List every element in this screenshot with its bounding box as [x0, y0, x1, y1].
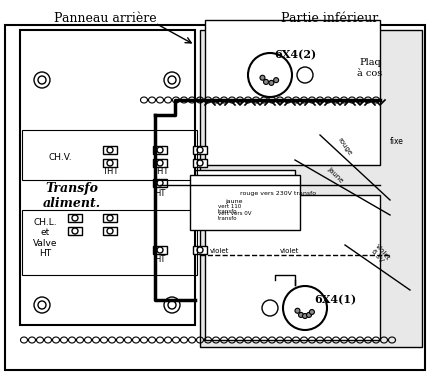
Circle shape	[197, 160, 203, 166]
Circle shape	[269, 80, 274, 86]
Text: CH.V.: CH.V.	[48, 153, 72, 162]
Circle shape	[306, 312, 311, 317]
Bar	[103, 159, 117, 167]
Circle shape	[107, 160, 113, 166]
Bar	[193, 159, 207, 167]
Bar	[22, 130, 197, 180]
Text: Transfo
aliment.: Transfo aliment.	[43, 182, 101, 210]
Circle shape	[34, 72, 50, 88]
Text: 6X4(1): 6X4(1)	[314, 294, 356, 306]
Bar	[200, 30, 422, 347]
Bar	[68, 227, 82, 235]
Circle shape	[309, 309, 314, 315]
Bar	[103, 214, 117, 222]
Circle shape	[197, 147, 203, 153]
Circle shape	[168, 301, 176, 309]
Circle shape	[157, 180, 163, 186]
Circle shape	[34, 297, 50, 313]
Bar	[153, 179, 167, 187]
Circle shape	[72, 228, 78, 234]
Bar	[103, 227, 117, 235]
Circle shape	[302, 314, 308, 318]
Circle shape	[197, 180, 203, 186]
Circle shape	[38, 76, 46, 84]
Text: rouge vers 230V transfo: rouge vers 230V transfo	[240, 190, 316, 195]
Circle shape	[107, 147, 113, 153]
Circle shape	[164, 297, 180, 313]
Text: Panneau arrière: Panneau arrière	[54, 12, 156, 24]
Bar	[153, 246, 167, 254]
Text: CH.L.
et
Valve
HT: CH.L. et Valve HT	[33, 218, 57, 258]
Circle shape	[157, 247, 163, 253]
Circle shape	[248, 53, 292, 97]
Text: HT: HT	[154, 189, 166, 198]
Text: violet
6,3V: violet 6,3V	[369, 243, 391, 266]
Text: violet: violet	[280, 248, 299, 254]
Bar	[20, 30, 195, 325]
Bar	[205, 20, 380, 165]
Text: violet: violet	[210, 248, 229, 254]
Bar	[22, 210, 197, 275]
Bar	[193, 146, 207, 154]
Text: jaune: jaune	[225, 200, 242, 204]
Circle shape	[168, 76, 176, 84]
Circle shape	[264, 80, 269, 84]
Bar	[193, 246, 207, 254]
Circle shape	[107, 228, 113, 234]
Text: rouge: rouge	[337, 136, 353, 156]
Text: THT: THT	[152, 168, 168, 177]
Circle shape	[273, 78, 279, 82]
Circle shape	[72, 215, 78, 221]
Circle shape	[164, 72, 180, 88]
Circle shape	[38, 301, 46, 309]
Bar	[205, 195, 380, 340]
Circle shape	[283, 286, 327, 330]
Circle shape	[157, 160, 163, 166]
Text: HT: HT	[154, 255, 166, 264]
Bar	[190, 175, 300, 230]
Bar	[193, 179, 207, 187]
Bar	[68, 214, 82, 222]
Text: fixe: fixe	[390, 138, 404, 147]
Bar	[153, 146, 167, 154]
Circle shape	[197, 247, 203, 253]
Circle shape	[299, 312, 304, 317]
Text: THT: THT	[102, 168, 118, 177]
Circle shape	[260, 75, 265, 80]
Text: vert 110
transfo: vert 110 transfo	[218, 204, 241, 214]
Text: vert vers 0V
transfo: vert vers 0V transfo	[218, 211, 251, 221]
Circle shape	[107, 215, 113, 221]
Circle shape	[295, 308, 300, 313]
Text: Plaq
à cos: Plaq à cos	[357, 58, 383, 78]
Circle shape	[297, 67, 313, 83]
Bar	[103, 146, 117, 154]
Text: 6X4(2): 6X4(2)	[274, 50, 316, 60]
Bar	[195, 170, 295, 215]
Bar	[280, 185, 290, 215]
Text: Partie inférieur: Partie inférieur	[281, 12, 378, 24]
Text: jaune: jaune	[326, 166, 344, 184]
Circle shape	[262, 300, 278, 316]
Bar	[153, 159, 167, 167]
Circle shape	[157, 147, 163, 153]
